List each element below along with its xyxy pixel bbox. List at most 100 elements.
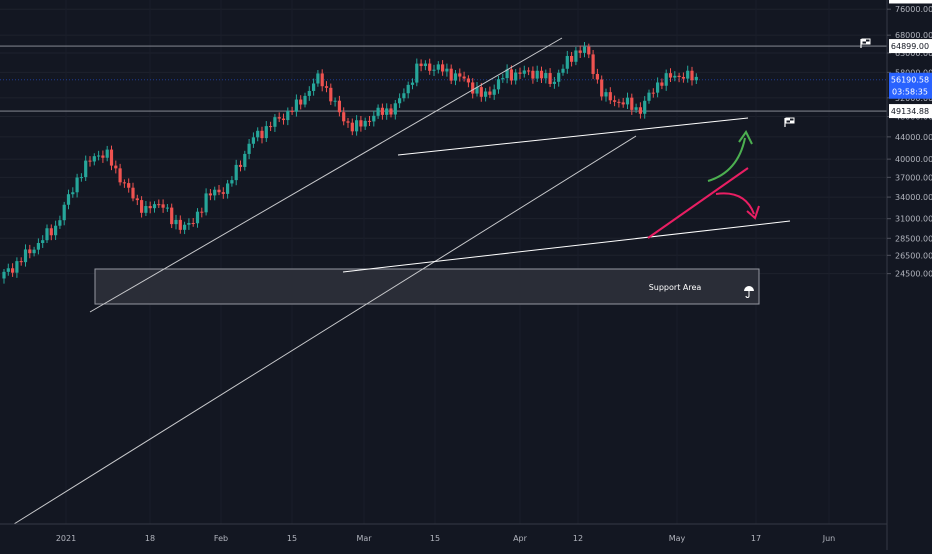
candle-body xyxy=(686,70,690,79)
candle-body xyxy=(380,107,384,115)
candle-body xyxy=(608,92,612,101)
x-tick-label: 2021 xyxy=(56,534,76,543)
candle-body xyxy=(668,73,673,78)
candle-body xyxy=(329,87,333,102)
x-tick-label: 12 xyxy=(573,534,583,543)
y-tick-label: 76000.00 xyxy=(895,5,932,14)
level-price-tag xyxy=(889,104,932,119)
candle-body xyxy=(217,189,221,193)
candle-body xyxy=(389,108,393,115)
flag-icon[interactable] xyxy=(860,38,871,48)
candle-body xyxy=(621,102,625,105)
candle-body xyxy=(664,73,668,86)
horizontal-levels xyxy=(0,45,887,112)
outer-channel-upper[interactable] xyxy=(89,37,563,313)
candle-body xyxy=(539,70,544,79)
candle-body xyxy=(453,73,458,81)
candle-body xyxy=(342,112,346,122)
candle-body xyxy=(84,160,88,178)
candle-body xyxy=(234,164,238,181)
candle-body xyxy=(398,98,402,104)
candle-body xyxy=(501,78,505,80)
candle-body xyxy=(565,55,569,69)
level-price-label: 80246.20 xyxy=(891,0,929,1)
candle-body xyxy=(294,99,298,112)
candle-body xyxy=(71,192,75,195)
candle-body xyxy=(385,108,389,115)
candle-body xyxy=(570,55,574,62)
level-price-tag xyxy=(889,39,932,54)
candle-body xyxy=(492,89,496,95)
candle-body xyxy=(109,149,114,166)
candles xyxy=(2,41,698,284)
candle-body xyxy=(419,63,423,67)
candle-body xyxy=(6,268,10,272)
candle-body xyxy=(415,63,419,83)
candle-body xyxy=(436,64,440,70)
candle-body xyxy=(170,207,174,225)
candle-body xyxy=(346,121,350,123)
candle-body xyxy=(299,99,303,105)
x-axis-ticks[interactable]: 2021 18 Feb 15 Mar 15 Apr 12 May 17 Jun xyxy=(56,534,835,543)
candle-body xyxy=(256,130,260,138)
candle-body xyxy=(604,92,608,97)
candle-body xyxy=(587,46,591,55)
candle-body xyxy=(58,220,62,226)
candle-body xyxy=(187,222,191,225)
support-area-label: Support Area xyxy=(649,283,702,292)
candle-body xyxy=(243,153,247,167)
x-tick-label: Feb xyxy=(214,534,228,543)
candle-body xyxy=(372,115,376,122)
candle-body xyxy=(208,193,212,196)
support-area: Support Area xyxy=(94,268,760,305)
candle-body xyxy=(273,117,277,127)
inner-channel-lower[interactable] xyxy=(342,220,791,273)
outer-channel-lower[interactable] xyxy=(13,135,637,525)
candle-body xyxy=(191,222,195,224)
x-tick-label: Jun xyxy=(822,534,836,543)
candle-body xyxy=(367,120,372,122)
flag-icon[interactable] xyxy=(784,117,795,127)
candle-body xyxy=(320,73,324,87)
candle-body xyxy=(286,110,290,121)
candle-body xyxy=(441,64,445,72)
candle-body xyxy=(226,183,230,194)
candle-body xyxy=(402,93,406,99)
candle-body xyxy=(11,268,15,273)
candle-body xyxy=(15,261,19,273)
candle-body xyxy=(458,73,462,77)
arrow-up-head xyxy=(738,130,753,145)
candle-body xyxy=(88,160,92,162)
candle-body xyxy=(144,206,148,213)
candle-body xyxy=(600,79,604,97)
candle-body xyxy=(238,164,243,167)
candle-body xyxy=(518,72,522,74)
candle-body xyxy=(28,249,32,254)
candle-body xyxy=(127,183,131,188)
x-tick-label: Apr xyxy=(513,534,528,543)
candle-body xyxy=(363,120,367,127)
candle-body xyxy=(19,261,23,263)
candle-body xyxy=(2,271,6,279)
candle-body xyxy=(578,50,582,53)
level-price-label: 49134.88 xyxy=(891,107,929,116)
candle-body xyxy=(531,70,535,79)
candle-body xyxy=(527,70,531,72)
candle-body xyxy=(410,82,415,85)
candle-body xyxy=(307,90,311,96)
candle-body xyxy=(643,100,647,114)
inner-channel-upper[interactable] xyxy=(397,117,749,156)
candle-body xyxy=(617,101,621,103)
candle-body xyxy=(630,97,634,110)
candle-body xyxy=(548,73,552,84)
candle-body xyxy=(333,100,337,102)
candle-body xyxy=(183,224,187,230)
x-tick-label: 18 xyxy=(145,534,155,543)
candle-body xyxy=(690,70,694,81)
y-tick-label: 63000.00 xyxy=(895,49,932,58)
pink-trendline[interactable] xyxy=(647,167,749,239)
candle-body xyxy=(428,63,432,71)
y-tick-label: 31000.00 xyxy=(895,215,932,224)
